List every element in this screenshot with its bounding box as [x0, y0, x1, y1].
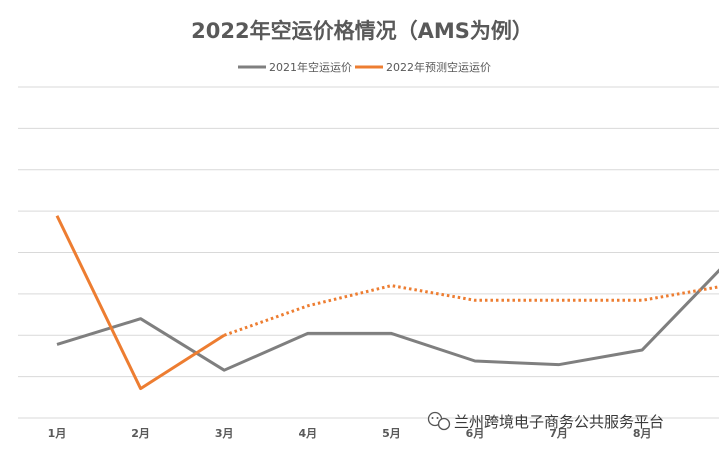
- series-2021-line: [56, 268, 719, 372]
- legend-label-2021: 2021年空运运价: [269, 60, 352, 74]
- x-tick-label: 8月: [633, 427, 652, 440]
- series-layer: [55, 215, 719, 391]
- x-axis-ticks: 1月 2月 3月 4月 5月 6月 7月 8月: [48, 427, 652, 440]
- legend-label-2022: 2022年预测空运运价: [386, 60, 491, 74]
- gridlines: [18, 86, 719, 419]
- series-2022-line-solid: [55, 215, 226, 391]
- x-tick-label: 1月: [48, 427, 67, 440]
- x-tick-label: 2月: [131, 427, 150, 440]
- x-tick-label: 4月: [298, 427, 317, 440]
- watermark-text: 兰州跨境电子商务公共服务平台: [454, 413, 664, 431]
- x-tick-label: 5月: [382, 427, 401, 440]
- watermark: 兰州跨境电子商务公共服务平台: [427, 411, 664, 431]
- series-2022-line-dotted: [223, 284, 719, 337]
- legend: 2021年空运运价 2022年预测空运运价: [238, 60, 491, 74]
- x-tick-label: 3月: [215, 427, 234, 440]
- x-tick-label: 6月: [466, 427, 485, 440]
- chart-title: 2022年空运价格情况（AMS为例）: [191, 19, 533, 43]
- wechat-icon: [427, 411, 451, 431]
- x-tick-label: 7月: [549, 427, 568, 440]
